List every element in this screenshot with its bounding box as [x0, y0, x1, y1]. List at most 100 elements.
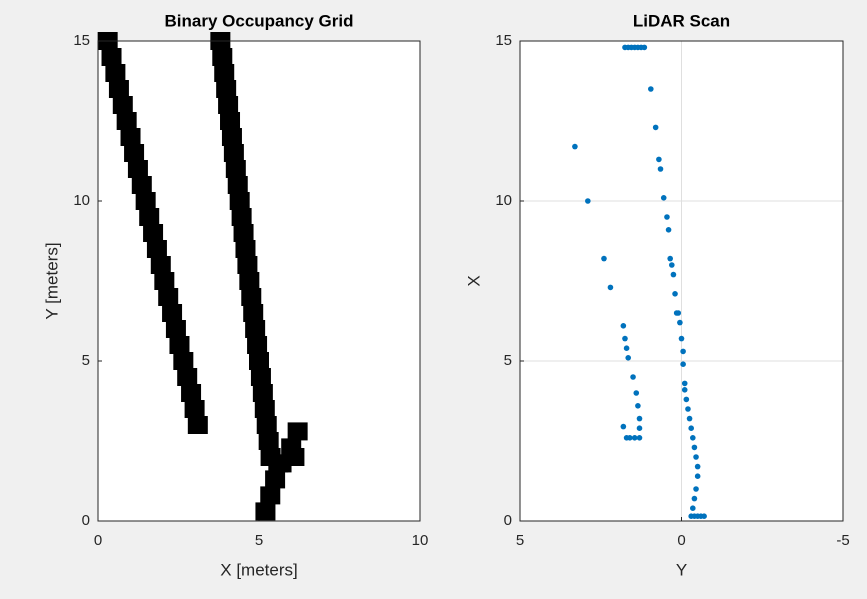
x-tick-label: 0	[94, 532, 102, 549]
occupied-cell	[169, 336, 190, 354]
y-axis-label: Y [meters]	[42, 242, 61, 319]
scan-point	[636, 435, 643, 441]
chart-title: LiDAR Scan	[633, 11, 730, 30]
occupied-cell	[212, 48, 233, 66]
occupied-cell	[258, 432, 279, 450]
occupied-cell	[158, 288, 179, 306]
occupied-cell	[265, 470, 286, 489]
scan-point	[620, 323, 627, 329]
scan-point	[601, 255, 607, 262]
occupied-cell	[243, 304, 264, 322]
occupied-cell	[235, 240, 256, 258]
scan-point	[688, 425, 694, 432]
scan-point	[585, 198, 591, 204]
scan-point	[681, 380, 688, 387]
y-tick-label: 15	[495, 32, 512, 49]
occupied-cell	[181, 384, 202, 402]
scan-point	[686, 415, 693, 422]
x-tick-label: 10	[412, 532, 429, 549]
occupied-cell	[162, 304, 183, 322]
scan-point	[670, 271, 677, 278]
occupied-cell	[173, 352, 194, 370]
scan-point	[677, 319, 683, 326]
occupied-cell	[220, 112, 241, 130]
occupied-cell	[108, 80, 129, 98]
occupied-cell	[233, 224, 254, 242]
scan-point	[635, 403, 641, 409]
occupied-cell	[101, 48, 122, 66]
occupied-cell	[256, 416, 277, 434]
occupied-cell	[177, 368, 198, 386]
y-tick-label: 5	[504, 352, 512, 369]
x-axis-label: Y	[676, 560, 687, 579]
scan-point	[690, 435, 696, 441]
axes-box	[519, 40, 844, 522]
scan-point	[664, 214, 670, 220]
occupied-cell	[241, 288, 262, 306]
scan-point	[630, 374, 636, 380]
occupied-cell	[187, 416, 208, 434]
y-tick-label: 0	[82, 512, 90, 529]
occupied-cell	[227, 176, 248, 194]
x-tick-label: 0	[677, 532, 685, 549]
scan-point	[620, 423, 627, 430]
scan-point	[693, 454, 699, 460]
occupied-cell	[284, 448, 305, 466]
scan-point	[694, 463, 701, 470]
scan-point	[623, 435, 630, 441]
scan-point	[625, 355, 632, 361]
scan-point	[631, 435, 638, 441]
scan-point	[675, 310, 682, 316]
scan-point	[636, 425, 643, 432]
occupied-cell	[287, 422, 308, 441]
x-tick-label: 5	[255, 532, 263, 549]
scan-point	[665, 227, 672, 233]
occupied-cell	[260, 486, 281, 505]
scan-point	[656, 156, 662, 163]
scan-point	[694, 473, 701, 480]
scan-point	[572, 143, 578, 150]
occupied-cell	[221, 128, 242, 146]
occupied-cell	[216, 80, 237, 98]
y-tick-label: 5	[82, 352, 90, 369]
occupied-cell	[229, 192, 250, 210]
occupied-cell	[254, 400, 275, 418]
occupied-cell	[184, 400, 205, 418]
x-axis-label: X [meters]	[220, 560, 297, 579]
scan-point	[633, 390, 640, 396]
scan-point	[693, 486, 699, 492]
occupied-cell	[231, 208, 252, 226]
occupied-cell	[127, 160, 148, 178]
scan-point	[701, 513, 707, 519]
scan-point	[685, 406, 691, 412]
scan-point	[657, 166, 664, 172]
scan-point	[672, 291, 678, 297]
occupied-cell	[124, 144, 145, 162]
occupied-cell	[154, 272, 175, 290]
scan-point	[648, 86, 654, 92]
occupied-cell	[165, 320, 186, 338]
occupied-cell	[255, 502, 276, 521]
scan-point	[623, 345, 630, 352]
scan-point	[680, 348, 686, 355]
occupied-cell	[247, 336, 268, 354]
scan-point	[636, 415, 643, 422]
occupied-cell	[252, 384, 273, 402]
scan-point	[660, 195, 667, 201]
occupied-cell	[120, 128, 141, 146]
occupied-cell	[143, 224, 164, 242]
occupied-cell	[105, 64, 126, 82]
occupied-cell	[239, 272, 260, 290]
axes-box	[97, 40, 421, 522]
occupied-cell	[150, 256, 171, 274]
scan-point	[667, 255, 673, 262]
scan-point	[622, 335, 628, 342]
occupied-cell	[249, 352, 269, 370]
scan-point	[681, 387, 688, 393]
occupied-cell	[112, 96, 133, 114]
scan-point	[683, 396, 690, 403]
chart-title: Binary Occupancy Grid	[165, 11, 354, 30]
scan-point	[680, 361, 686, 368]
occupied-cell	[225, 160, 246, 178]
